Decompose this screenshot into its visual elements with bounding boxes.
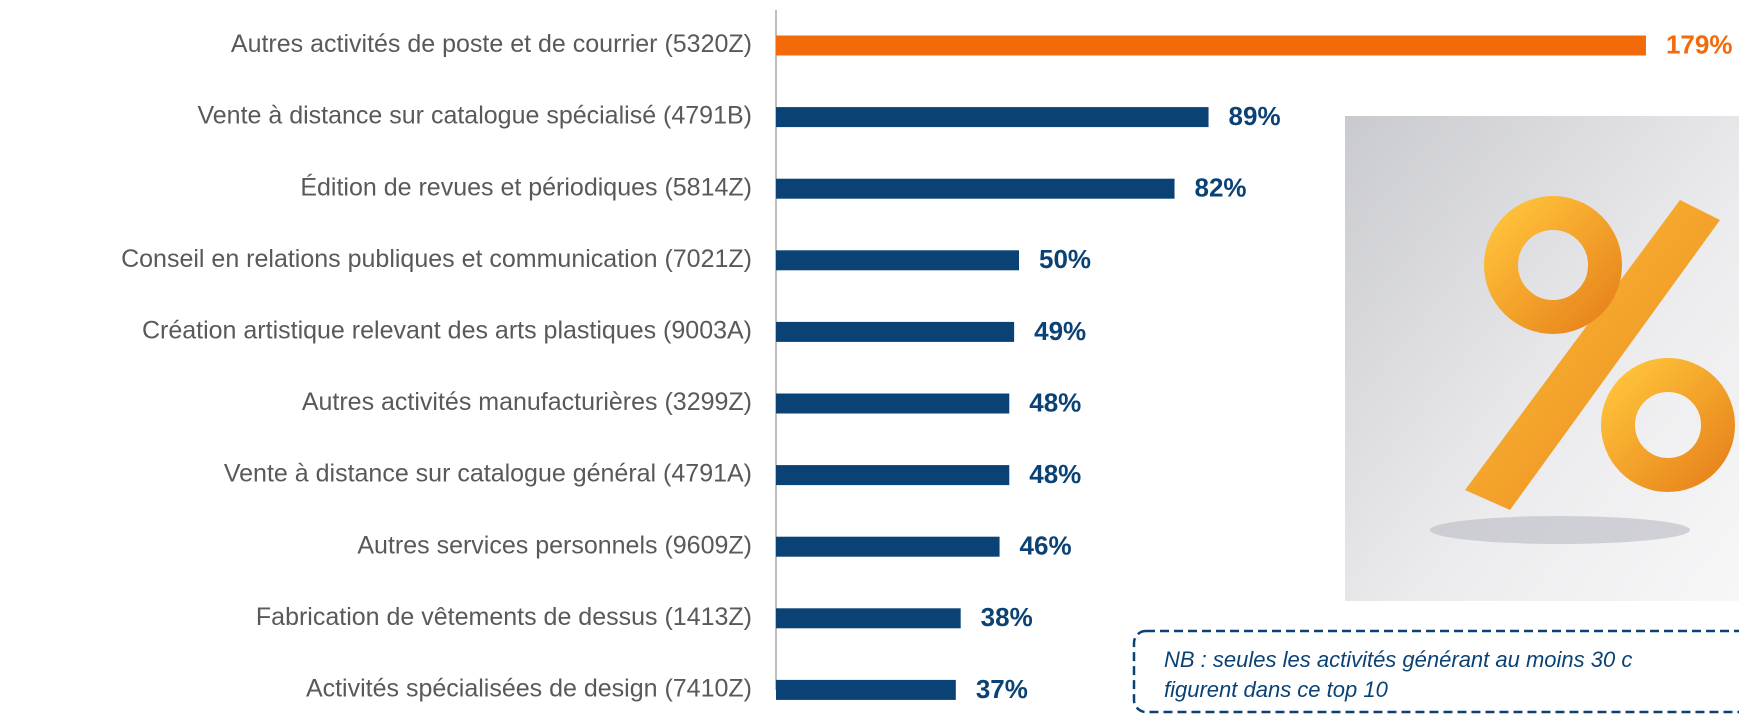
bar (776, 321, 1015, 342)
category-label: Autres activités de poste et de courrier… (231, 30, 752, 58)
category-label: Création artistique relevant des arts pl… (142, 317, 752, 345)
bar (776, 679, 956, 700)
value-label: 48% (1029, 459, 1081, 489)
value-label: 179% (1666, 29, 1733, 59)
category-label: Vente à distance sur catalogue spécialis… (197, 102, 752, 130)
bar (776, 465, 1010, 486)
bar (776, 536, 1000, 557)
bar (776, 35, 1646, 56)
note-box (1132, 629, 1739, 714)
note-text: NB : seules les activités générant au mo… (1164, 647, 1632, 672)
percent-image (1345, 116, 1739, 601)
value-label: 37% (976, 674, 1028, 704)
category-label: Fabrication de vêtements de dessus (1413… (256, 603, 752, 631)
category-label: Édition de revues et périodiques (5814Z) (300, 172, 752, 201)
value-label: 49% (1034, 316, 1086, 346)
category-label: Autres activités manufacturières (3299Z) (302, 388, 752, 416)
bar (776, 393, 1010, 414)
note-text: figurent dans ce top 10 (1164, 677, 1389, 702)
category-label: Conseil en relations publiques et commun… (121, 245, 752, 273)
value-label: 48% (1029, 387, 1081, 417)
category-label: Activités spécialisées de design (7410Z) (306, 675, 752, 703)
value-label: 46% (1020, 531, 1072, 561)
bar (776, 250, 1019, 271)
category-label: Vente à distance sur catalogue général (… (224, 460, 752, 488)
value-label: 50% (1039, 244, 1091, 274)
category-label: Autres services personnels (9609Z) (357, 531, 752, 559)
bar (776, 608, 961, 629)
value-label: 89% (1229, 101, 1281, 131)
bar (776, 178, 1175, 199)
value-label: 38% (981, 602, 1033, 632)
bar (776, 107, 1209, 128)
value-label: 82% (1195, 173, 1247, 203)
